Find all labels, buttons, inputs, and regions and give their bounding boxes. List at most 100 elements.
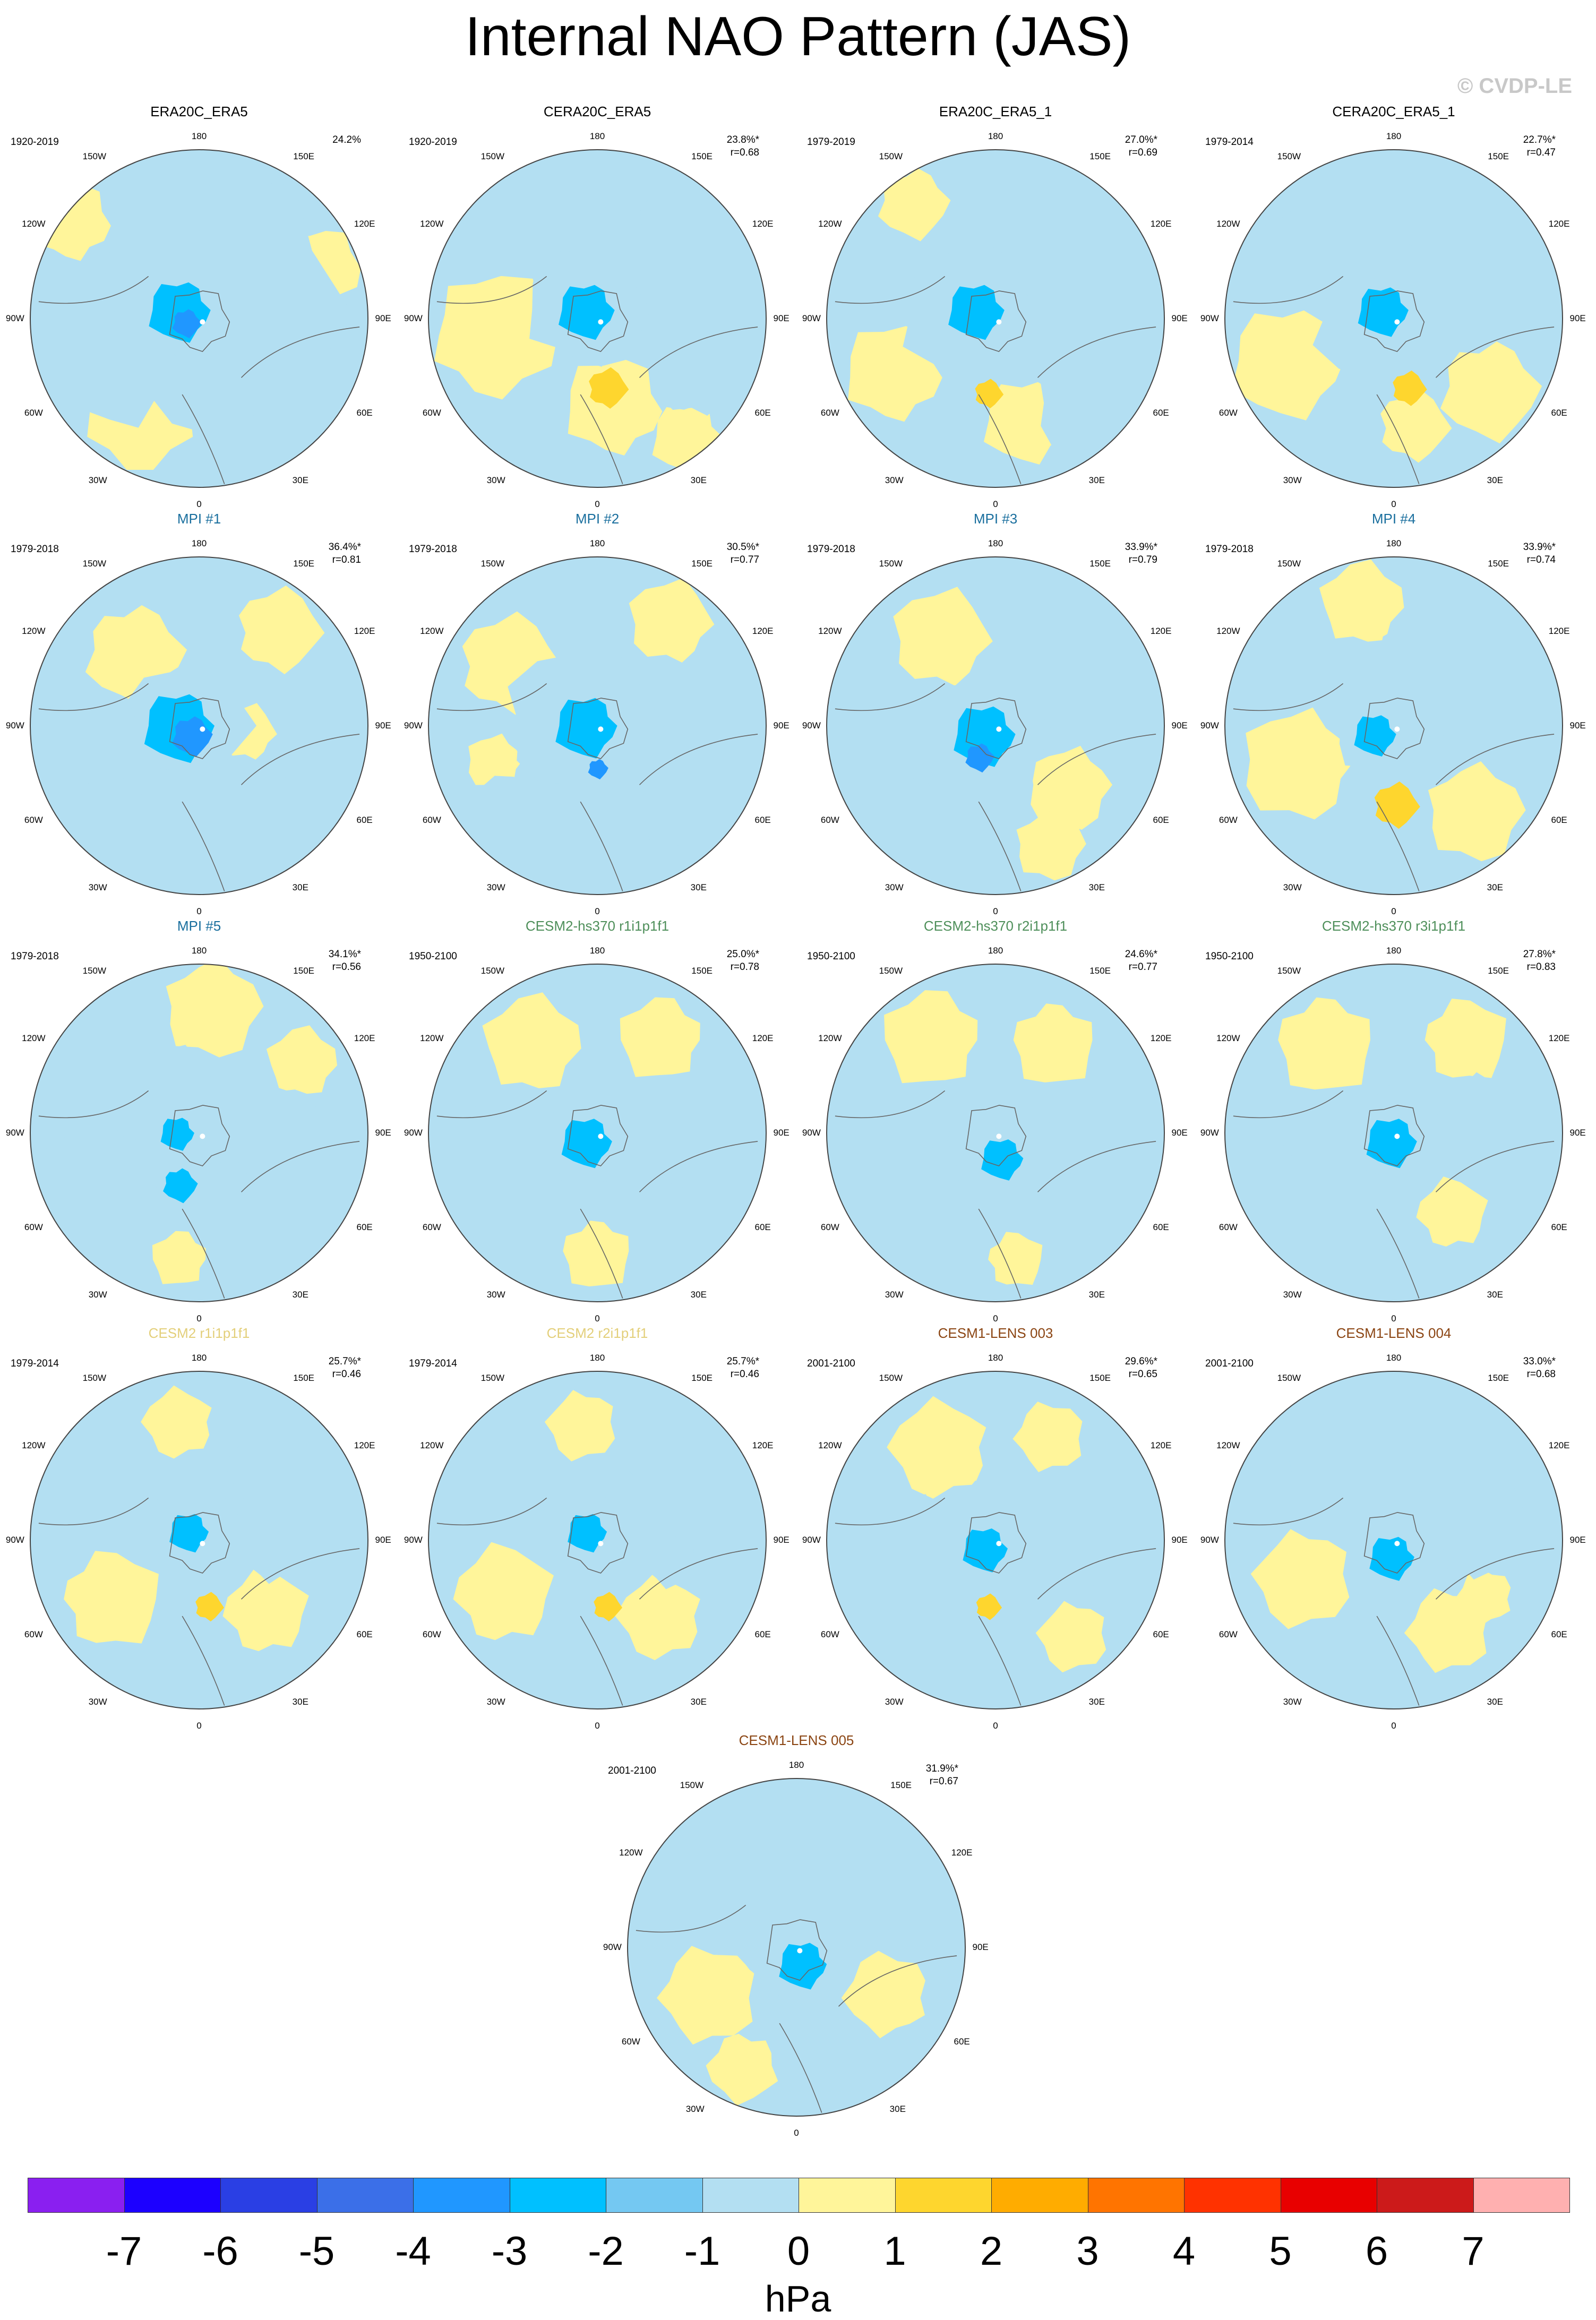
lon-label-60w: 60W	[820, 1222, 839, 1233]
positive-anomaly-region	[893, 587, 993, 686]
lon-label-90w: 90W	[1200, 313, 1219, 323]
colorbar-swatch	[1184, 2178, 1281, 2213]
lon-label-120e: 120E	[1548, 1440, 1570, 1450]
lon-label-90e: 90E	[1569, 1535, 1586, 1545]
colorbar-swatch	[799, 2178, 896, 2213]
lon-label-120e: 120E	[752, 218, 774, 229]
lon-label-120w: 120W	[818, 1440, 842, 1450]
lon-label-120e: 120E	[752, 625, 774, 636]
coastlines	[436, 1497, 758, 1706]
lon-label-60w: 60W	[24, 815, 43, 826]
panel-title: CERA20C_ERA5_1	[1332, 104, 1455, 119]
colorbar-swatch	[220, 2178, 318, 2213]
colorbar-tick-label: 0	[787, 2229, 810, 2274]
lon-label-120w: 120W	[22, 1440, 46, 1450]
map-panel: CESM1-LENS 005 2001-2100 31.9%* r=0.67 180 0 9…	[597, 1732, 996, 2138]
lon-label-30e: 30E	[690, 882, 707, 893]
lon-label-180: 180	[788, 1759, 804, 1770]
colorbar-tick-label: -2	[588, 2229, 624, 2274]
positive-anomaly-region	[841, 1950, 925, 2039]
lon-label-30w: 30W	[486, 475, 505, 486]
negative-anomaly-region	[1430, 1479, 1532, 1580]
map-boundary	[1224, 149, 1563, 488]
panel-variance-pct: 25.7%*	[726, 1356, 759, 1367]
lon-label-150w: 150W	[879, 151, 903, 161]
lon-label-30e: 30E	[292, 882, 308, 893]
lon-label-120e: 120E	[752, 1033, 774, 1043]
negative-anomaly-region	[640, 753, 738, 853]
low-pressure-center	[169, 1514, 209, 1553]
lon-label-150e: 150E	[691, 1372, 713, 1383]
node-point-marker	[1394, 319, 1400, 325]
lon-label-150e: 150E	[293, 151, 315, 161]
lon-label-90e: 90E	[1171, 1535, 1188, 1545]
lon-label-180: 180	[1386, 1352, 1402, 1363]
low-pressure-center	[965, 743, 994, 773]
positive-anomaly-region	[1278, 997, 1370, 1090]
colorbar-swatch	[124, 2178, 221, 2213]
polar-map	[1224, 1371, 1563, 1709]
map-panel: CERA20C_ERA5_1 1979-2014 22.7%* r=0.47 180 0 9…	[1195, 104, 1593, 509]
panel-period: 1979-2018	[807, 544, 855, 555]
map-panel: MPI #4 1979-2018 33.9%* r=0.74 180 0 90W 90E 150…	[1195, 511, 1593, 916]
lon-label-90e: 90E	[375, 313, 391, 323]
negative-anomaly-region	[1437, 1072, 1522, 1161]
panel-pattern-correlation: r=0.68	[1526, 1369, 1556, 1380]
lon-label-120e: 120E	[354, 1033, 375, 1043]
positive-anomaly-region	[656, 1946, 754, 2045]
panel-title: MPI #5	[177, 918, 221, 934]
negative-anomaly-region	[654, 331, 740, 416]
polar-map	[428, 1371, 767, 1709]
lon-label-90w: 90W	[404, 1128, 423, 1138]
panel-pattern-correlation: r=0.77	[1128, 961, 1157, 973]
negative-anomaly-region	[1288, 1414, 1367, 1493]
panel-variance-pct: 33.0%*	[1523, 1356, 1556, 1367]
node-point-marker	[1394, 1541, 1400, 1546]
coastlines	[436, 683, 758, 891]
colorbar-tick-label: 7	[1462, 2229, 1485, 2274]
low-pressure-center	[559, 285, 615, 340]
lon-label-150e: 150E	[1488, 1372, 1509, 1383]
panel-variance-pct: 34.1%*	[328, 949, 361, 960]
lon-label-60w: 60W	[1219, 1629, 1238, 1640]
lon-label-90w: 90W	[5, 720, 24, 731]
positive-anomaly-region	[1030, 745, 1113, 830]
lon-label-150w: 150W	[82, 965, 107, 976]
map-panel: CESM1-LENS 003 2001-2100 29.6%* r=0.65 180 0 9…	[796, 1325, 1195, 1731]
lon-label-60e: 60E	[1153, 1629, 1169, 1640]
coastlines	[835, 1090, 1156, 1299]
negative-anomaly-region	[826, 1861, 909, 1943]
node-point-marker	[996, 319, 1002, 325]
panel-title: MPI #3	[973, 511, 1018, 527]
colorbar-tick-label: -7	[106, 2229, 142, 2274]
coastlines	[1233, 1090, 1555, 1299]
lon-label-90e: 90E	[375, 1128, 391, 1138]
lon-label-90w: 90W	[1200, 1128, 1219, 1138]
node-point-marker	[200, 1541, 205, 1546]
lon-label-0: 0	[993, 1313, 998, 1324]
positive-anomaly-region	[1319, 559, 1404, 642]
positive-anomaly-region	[988, 1232, 1043, 1285]
negative-anomaly-region	[866, 1092, 938, 1164]
panel-title: CESM2 r1i1p1f1	[148, 1325, 250, 1341]
lon-label-150w: 150W	[82, 558, 107, 569]
panel-period: 1979-2018	[11, 951, 59, 962]
lon-label-0: 0	[1391, 1720, 1396, 1731]
lon-label-180: 180	[191, 1352, 207, 1363]
polar-map	[627, 1778, 966, 2117]
coastlines	[38, 1090, 360, 1299]
lon-label-150e: 150E	[293, 1372, 315, 1383]
map-panel: CERA20C_ERA5 1920-2019 23.8%* r=0.68 180 0 90W…	[398, 104, 796, 509]
lon-label-180: 180	[1386, 945, 1402, 956]
panel-title: MPI #4	[1371, 511, 1416, 527]
lon-label-150e: 150E	[1488, 151, 1509, 161]
coastlines	[1233, 1497, 1555, 1706]
negative-anomaly-region	[463, 1088, 534, 1162]
negative-anomaly-region	[1044, 1092, 1131, 1176]
lon-label-150w: 150W	[879, 558, 903, 569]
positive-anomaly-region	[141, 1385, 212, 1459]
lon-label-180: 180	[988, 1352, 1003, 1363]
polar-map	[428, 964, 767, 1302]
positive-anomaly-region	[1246, 707, 1355, 820]
lon-label-90e: 90E	[1171, 1128, 1188, 1138]
